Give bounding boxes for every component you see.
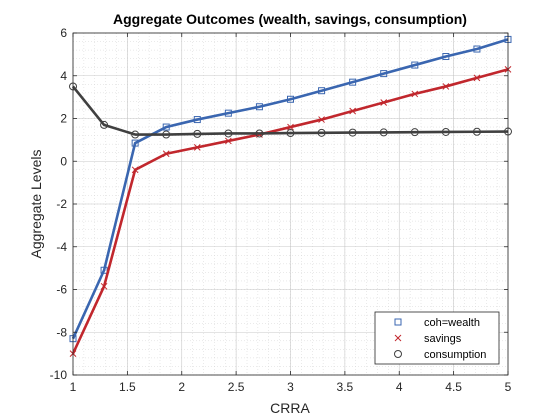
marker-stroke	[100, 282, 108, 290]
data-point-savings	[225, 137, 232, 145]
x-tick-label: 2.5	[228, 380, 245, 394]
series-line-consumption	[71, 85, 509, 136]
chart-title: Aggregate Outcomes (wealth, savings, con…	[113, 11, 467, 27]
y-tick-label: -2	[56, 197, 67, 211]
legend-marker-coh-wealth	[394, 318, 402, 326]
marker-stroke	[380, 99, 388, 106]
marker-stroke	[473, 74, 481, 82]
y-tick-label: 0	[60, 154, 67, 168]
y-tick-label: -10	[50, 368, 68, 382]
marker-stroke	[131, 166, 139, 174]
marker-stroke	[349, 107, 356, 115]
data-point-coh-wealth	[162, 123, 170, 131]
legend-entry-consumption: consumption	[394, 349, 486, 361]
data-point-coh-wealth	[193, 116, 201, 124]
legend-box	[374, 311, 500, 365]
legend-label-consumption: consumption	[424, 349, 486, 361]
x-tick-labels: 1 1.5 2 2.5 3 3.5 4 4.5 5	[70, 380, 512, 394]
y-tick-label: 6	[60, 26, 67, 40]
data-point-savings	[287, 123, 294, 131]
y-tick-label: 2	[60, 112, 67, 126]
marker-stroke	[287, 123, 294, 131]
data-point-savings	[442, 83, 450, 90]
data-point-consumption	[379, 128, 388, 137]
data-point-savings	[318, 116, 325, 123]
x-axis-label: CRRA	[270, 400, 310, 416]
data-point-savings	[411, 90, 419, 98]
data-point-consumption	[193, 129, 202, 138]
marker-stroke	[318, 116, 325, 123]
data-point-consumption	[100, 120, 109, 129]
marker-stroke	[442, 83, 450, 90]
x-tick-label: 5	[505, 380, 512, 394]
data-point-coh-wealth	[411, 61, 419, 69]
data-point-coh-wealth	[255, 103, 263, 111]
data-point-consumption	[286, 129, 295, 138]
data-point-savings	[349, 107, 356, 115]
legend-entry-savings: savings	[394, 333, 462, 345]
legend: coh=wealth savings consumption	[374, 311, 500, 365]
x-tick-label: 2	[178, 380, 185, 394]
legend-entry-coh-wealth: coh=wealth	[394, 317, 480, 329]
data-point-consumption	[317, 128, 326, 137]
legend-marker-consumption	[394, 350, 402, 358]
data-point-savings	[100, 282, 108, 290]
series-consumption	[69, 82, 512, 139]
data-point-coh-wealth	[131, 139, 139, 147]
data-point-savings	[162, 150, 170, 158]
marker-stroke	[225, 137, 232, 145]
y-axis-label: Aggregate Levels	[28, 150, 44, 259]
data-point-consumption	[131, 130, 140, 139]
data-point-coh-wealth	[473, 45, 481, 53]
data-point-coh-wealth	[349, 78, 357, 86]
data-point-consumption	[472, 127, 481, 136]
data-point-savings	[473, 74, 481, 82]
legend-label-savings: savings	[424, 333, 462, 345]
x-tick-label: 3	[287, 380, 294, 394]
data-point-consumption	[162, 130, 171, 139]
data-point-consumption	[441, 127, 450, 136]
data-point-consumption	[410, 128, 419, 137]
data-point-coh-wealth	[380, 70, 388, 78]
data-point-coh-wealth	[287, 95, 294, 103]
data-point-consumption	[224, 129, 233, 138]
data-point-consumption	[348, 128, 357, 137]
data-point-savings	[193, 144, 201, 151]
series-coh-wealth	[69, 35, 512, 343]
marker-stroke	[193, 144, 201, 151]
data-point-coh-wealth	[318, 87, 326, 95]
x-tick-label: 1.5	[119, 380, 136, 394]
marker-stroke	[411, 90, 419, 98]
data-point-consumption	[255, 129, 264, 138]
y-tick-label: -8	[56, 325, 67, 339]
series-line-coh-wealth	[71, 38, 509, 340]
data-point-savings	[131, 166, 139, 174]
y-tick-label: -4	[56, 240, 67, 254]
x-tick-label: 1	[70, 380, 77, 394]
axes	[72, 32, 509, 376]
y-tick-label: -6	[56, 283, 67, 297]
data-point-savings	[380, 99, 388, 106]
y-tick-labels: -10 -8 -6 -4 -2 0 2 4 6	[50, 26, 68, 382]
legend-marker-savings	[394, 334, 402, 342]
series-layer	[69, 35, 512, 357]
legend-label-coh-wealth: coh=wealth	[424, 317, 480, 329]
marker-stroke	[394, 334, 402, 342]
x-tick-label: 3.5	[337, 380, 354, 394]
x-tick-label: 4	[396, 380, 403, 394]
marker-stroke	[162, 150, 170, 158]
data-point-coh-wealth	[224, 109, 232, 117]
y-tick-label: 4	[60, 69, 67, 83]
x-tick-label: 4.5	[445, 380, 462, 394]
data-point-coh-wealth	[442, 53, 450, 61]
